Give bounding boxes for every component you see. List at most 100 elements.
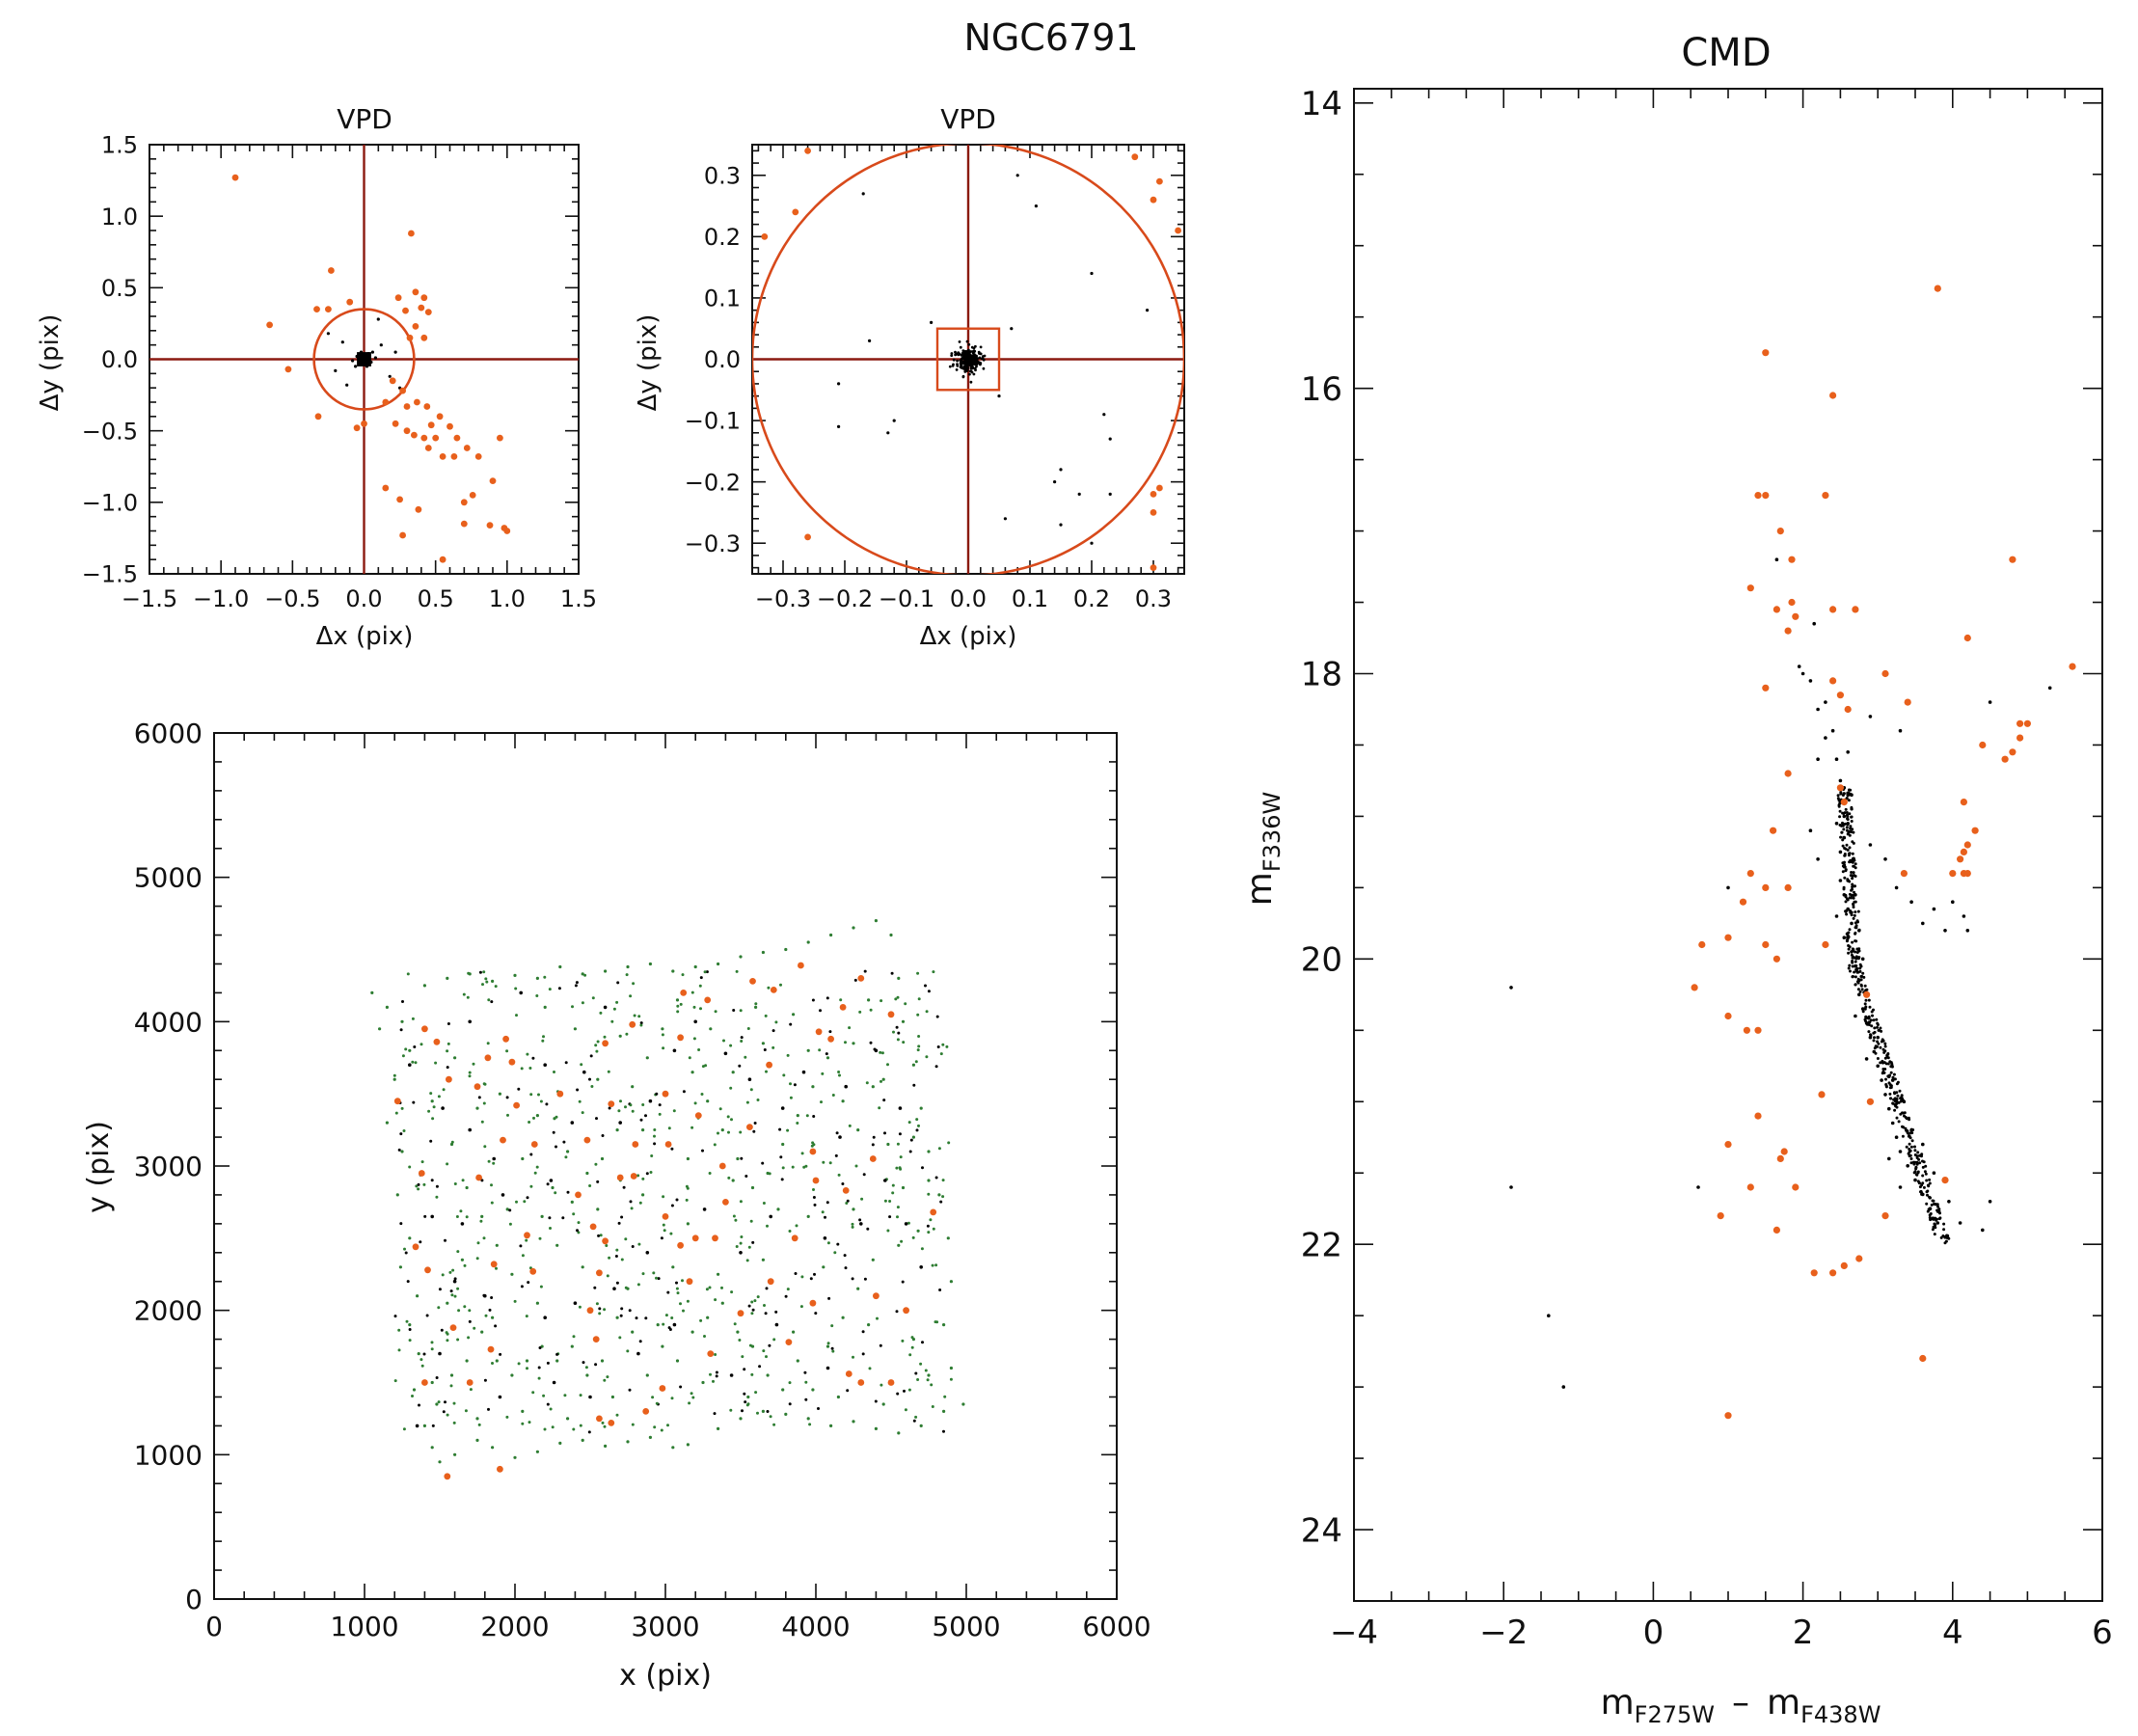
spatial-filler-star <box>444 1400 447 1403</box>
cmd-sequence-star <box>1942 1228 1945 1231</box>
vpd-wide-field-star <box>371 351 374 354</box>
spatial-filler-star <box>565 1061 568 1064</box>
spatial-filler-star <box>590 1054 593 1057</box>
spatial-filler-star <box>572 1212 575 1215</box>
cmd-field-star <box>1816 708 1820 712</box>
spatial-filler-star <box>740 1200 743 1203</box>
spatial-filler-star <box>744 1400 746 1403</box>
spatial-field-star <box>636 1352 640 1356</box>
cmd-field-star <box>1831 729 1835 733</box>
spatial-filler-star <box>592 996 595 999</box>
spatial-filler-star <box>626 973 629 976</box>
spatial-background-star <box>762 1259 765 1261</box>
spatial-filler-star <box>763 1304 766 1307</box>
spatial-selected-star <box>660 1385 666 1392</box>
spatial-filler-star <box>604 1425 607 1428</box>
vpd-wide-title: VPD <box>337 103 392 135</box>
spatial-filler-star <box>447 1333 449 1336</box>
cmd-sequence-star <box>1864 1007 1867 1010</box>
cmd-selected-star <box>1777 1155 1784 1162</box>
spatial-filler-star <box>779 1155 782 1158</box>
spatial-field-star <box>468 1128 472 1132</box>
spatial-filler-star <box>730 1118 733 1121</box>
cmd-sequence-star <box>1851 975 1854 978</box>
spatial-filler-star <box>934 1263 937 1266</box>
spatial-filler-star <box>908 1389 911 1392</box>
spatial-ylabel: y (pix) <box>82 1121 116 1213</box>
spatial-filler-star <box>623 1186 626 1189</box>
spatial-filler-star <box>937 1045 940 1048</box>
spatial-filler-star <box>655 1277 658 1280</box>
spatial-background-star <box>399 1265 402 1268</box>
spatial-filler-star <box>615 1249 618 1252</box>
vpd-wide-selected-star <box>428 421 435 428</box>
cmd-sequence-star <box>1909 1154 1912 1157</box>
vpd-wide-selected-star <box>503 528 510 534</box>
cmd-y-tick-label: 16 <box>1301 370 1342 409</box>
spatial-background-star <box>626 965 629 968</box>
spatial-field-star <box>899 1106 903 1110</box>
cmd-sequence-star <box>1854 910 1856 913</box>
spatial-filler-star <box>706 1288 709 1290</box>
cmd-field-star <box>1883 1093 1887 1097</box>
spatial-background-star <box>811 1388 814 1391</box>
cmd-sequence-star <box>1877 1043 1880 1045</box>
cmd-sequence-star <box>1903 1115 1906 1118</box>
cmd-sequence-star <box>1926 1190 1929 1193</box>
spatial-background-star <box>852 1207 854 1210</box>
spatial-filler-star <box>938 1147 941 1150</box>
vpd-zoom-cluster-star <box>972 352 975 355</box>
spatial-filler-star <box>687 1300 690 1303</box>
spatial-filler-star <box>469 1320 472 1323</box>
vpd-zoom-selected-star <box>792 209 798 216</box>
spatial-filler-star <box>927 1193 930 1196</box>
vpd-wide-selected-star <box>432 435 439 442</box>
spatial-filler-star <box>393 1074 396 1077</box>
spatial-filler-star <box>690 1392 693 1395</box>
spatial-filler-star <box>727 1177 730 1180</box>
cmd-sequence-star <box>1842 827 1845 830</box>
spatial-background-star <box>601 1359 604 1362</box>
spatial-filler-star <box>673 1109 676 1112</box>
cmd-sequence-star <box>1876 1026 1879 1029</box>
spatial-background-star <box>400 1020 403 1023</box>
spatial-filler-star <box>837 1071 840 1073</box>
vpd-zoom-field-star <box>1109 438 1112 441</box>
spatial-filler-star <box>545 1102 548 1105</box>
cmd-sequence-star <box>1847 935 1850 937</box>
cmd-field-star <box>1959 1221 1962 1225</box>
spatial-background-star <box>709 1027 712 1030</box>
spatial-filler-star <box>446 1339 448 1342</box>
spatial-filler-star <box>597 1041 600 1044</box>
vpd-wide-selected-star <box>354 424 361 431</box>
vpd-zoom-field-star <box>1090 272 1093 275</box>
spatial-filler-star <box>532 1117 535 1120</box>
cmd-sequence-star <box>1841 838 1844 841</box>
spatial-background-star <box>626 1440 629 1443</box>
cmd-sequence-star <box>1933 1226 1935 1229</box>
spatial-x-tick-label: 1000 <box>330 1611 398 1642</box>
spatial-background-star <box>446 1302 448 1305</box>
vpd-zoom-cluster-star <box>967 343 970 346</box>
spatial-filler-star <box>812 1115 815 1118</box>
spatial-filler-star <box>547 1362 550 1365</box>
cmd-y-tick-label: 18 <box>1301 656 1342 694</box>
spatial-filler-star <box>903 1390 906 1393</box>
cmd-selected-star <box>1905 699 1911 706</box>
vpd-zoom-selected-star <box>1150 509 1157 516</box>
spatial-filler-star <box>626 1349 629 1352</box>
cmd-sequence-star <box>1893 1091 1896 1094</box>
spatial-filler-star <box>423 1353 426 1356</box>
spatial-background-star <box>526 1359 528 1362</box>
spatial-filler-star <box>655 1093 658 1096</box>
vpd-wide-y-tick-label: −1.5 <box>82 561 138 588</box>
spatial-background-star <box>446 977 448 980</box>
spatial-selected-star <box>450 1324 457 1331</box>
spatial-filler-star <box>831 1350 834 1353</box>
spatial-filler-star <box>908 1353 911 1356</box>
spatial-filler-star <box>676 1288 679 1290</box>
vpd-wide-selected-star <box>346 299 353 306</box>
spatial-filler-star <box>675 1282 678 1285</box>
spatial-filler-star <box>666 1424 669 1426</box>
spatial-selected-star <box>602 1237 609 1244</box>
